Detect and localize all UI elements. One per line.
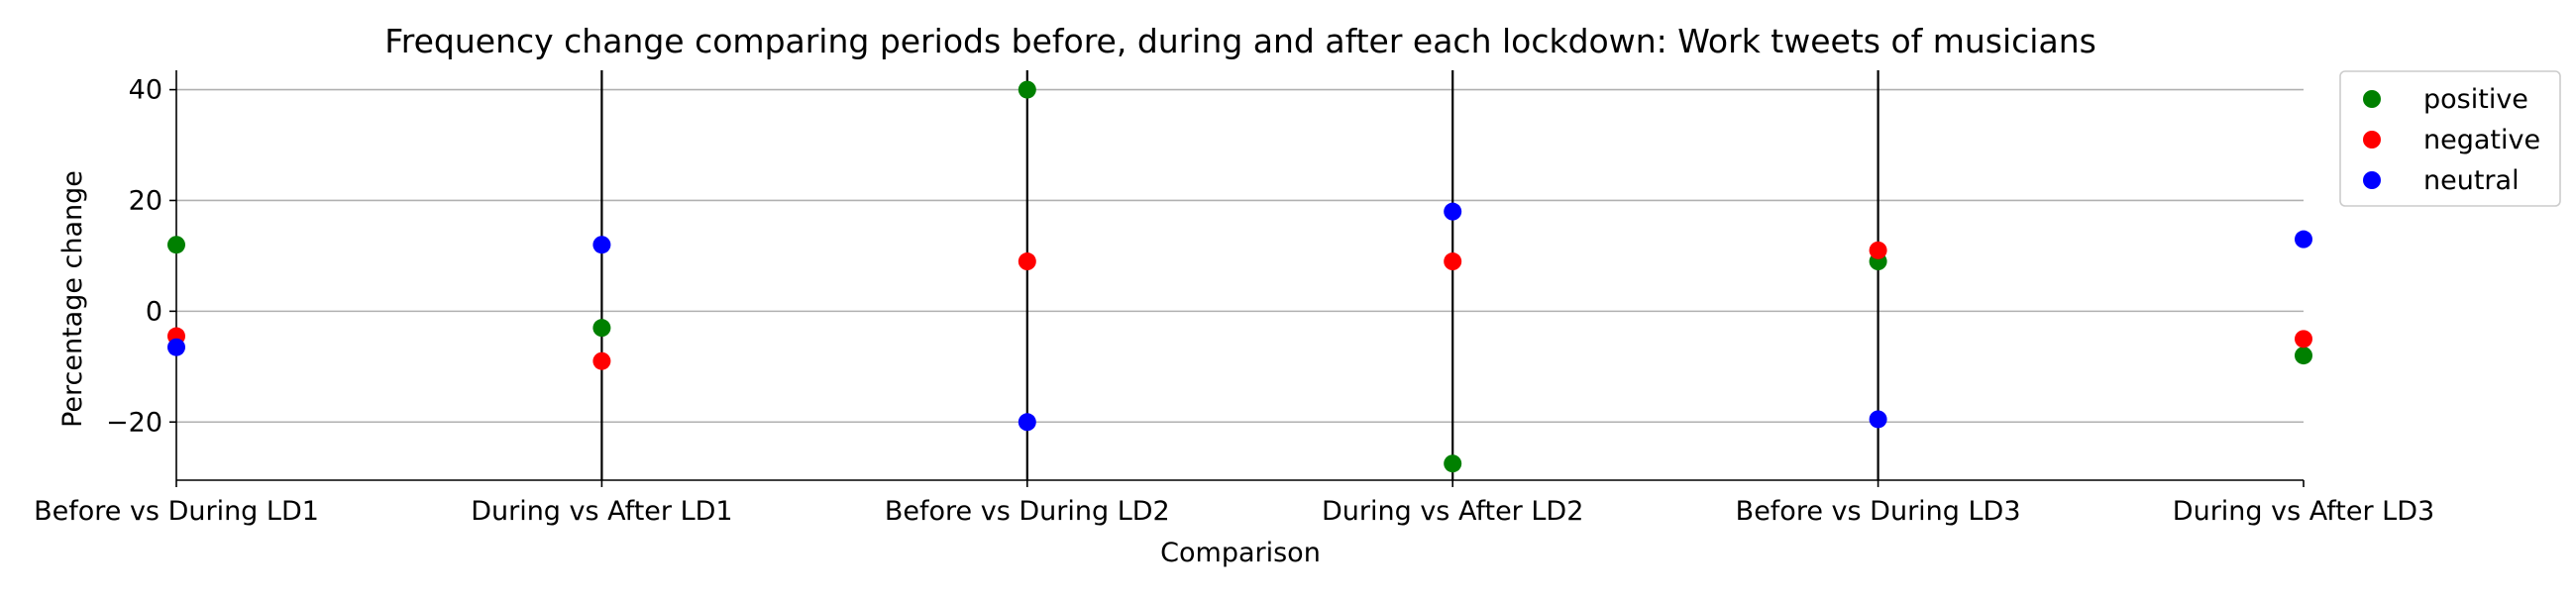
point-positive	[167, 236, 185, 254]
y-tick-label: −20	[106, 407, 162, 438]
vertical-lines	[600, 70, 1879, 480]
gridlines	[176, 88, 2304, 424]
point-neutral	[1869, 410, 1887, 429]
x-axis-label: Comparison	[1160, 538, 1321, 568]
chart-title: Frequency change comparing periods befor…	[384, 22, 2096, 60]
data-points	[167, 80, 2312, 473]
point-positive	[2295, 347, 2312, 365]
x-tick-label: During vs After LD1	[471, 496, 732, 527]
legend: positive negative neutral	[2339, 70, 2561, 207]
axes: −20 0 20 40 Before vs During LD1 During vs Af…	[34, 70, 2434, 527]
point-neutral	[2295, 230, 2312, 249]
point-neutral	[1018, 413, 1036, 432]
x-tick-label: During vs After LD2	[1322, 496, 1583, 527]
point-negative	[1444, 252, 1462, 271]
point-positive	[592, 319, 611, 338]
point-negative	[1869, 241, 1887, 259]
legend-box	[2339, 70, 2561, 207]
legend-label-neutral: neutral	[2423, 165, 2520, 196]
point-positive	[1018, 80, 1036, 99]
point-neutral	[1444, 202, 1462, 221]
point-neutral	[167, 338, 185, 356]
legend-marker-positive	[2363, 90, 2381, 108]
y-tick-label: 20	[129, 185, 162, 216]
point-negative	[592, 351, 611, 370]
x-tick-label: Before vs During LD3	[1736, 496, 2021, 527]
legend-marker-neutral	[2363, 171, 2381, 189]
y-axis-label: Percentage change	[57, 170, 88, 428]
point-neutral	[592, 236, 611, 254]
y-tick-label: 40	[129, 75, 162, 106]
legend-label-negative: negative	[2423, 125, 2540, 155]
x-tick-label: Before vs During LD2	[885, 496, 1170, 527]
x-tick-label: Before vs During LD1	[34, 496, 319, 527]
y-tick-label: 0	[146, 296, 162, 327]
point-positive	[1444, 454, 1462, 473]
legend-marker-negative	[2363, 131, 2381, 149]
point-negative	[2295, 330, 2312, 349]
legend-label-positive: positive	[2423, 84, 2528, 115]
x-tick-label: During vs After LD3	[2173, 496, 2434, 527]
point-negative	[1018, 252, 1036, 271]
